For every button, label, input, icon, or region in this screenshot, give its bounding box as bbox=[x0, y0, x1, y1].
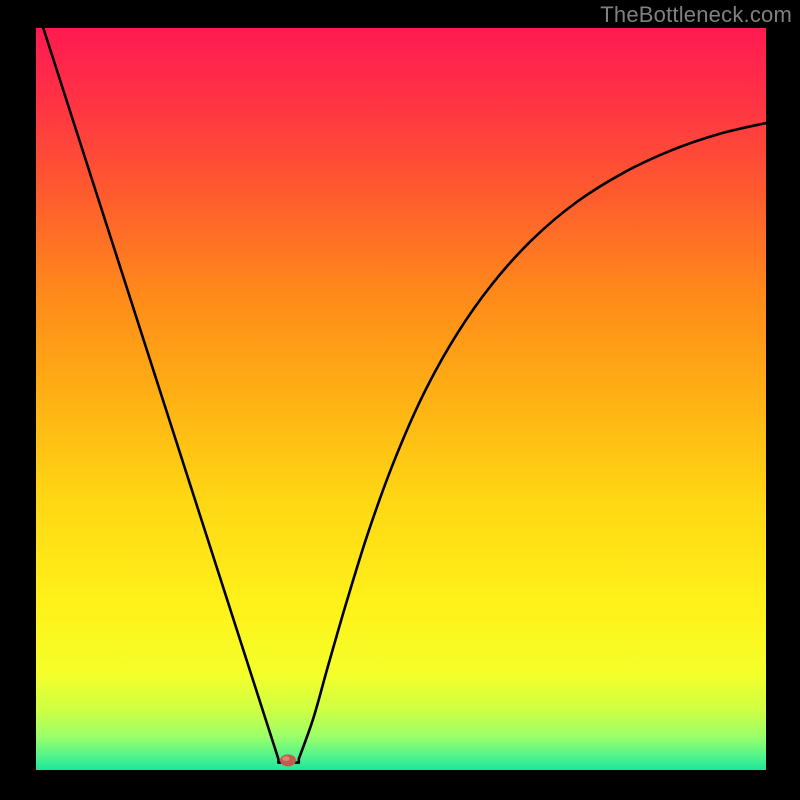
watermark-text: TheBottleneck.com bbox=[600, 2, 792, 28]
chart-container: TheBottleneck.com bbox=[0, 0, 800, 800]
bottleneck-curve bbox=[36, 28, 766, 770]
plot-area bbox=[36, 28, 766, 770]
marker-dot bbox=[278, 752, 298, 768]
marker-dot-svg bbox=[278, 752, 298, 768]
